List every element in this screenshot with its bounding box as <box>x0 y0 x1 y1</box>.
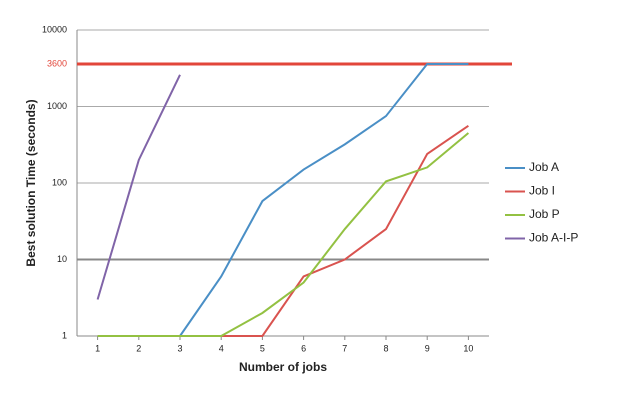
y-axis-title: Best solution Time (seconds) <box>24 99 38 266</box>
y-tick-label: 1 <box>62 330 67 340</box>
y-tick-label: 10000 <box>42 24 67 34</box>
y-tick-label: 1000 <box>47 101 67 111</box>
x-tick-label: 4 <box>219 343 224 353</box>
series-line <box>221 124 469 337</box>
x-tick-label: 7 <box>342 343 347 353</box>
series-line <box>96 74 181 300</box>
legend-label: Job I <box>529 184 555 198</box>
y-tick-label: 100 <box>52 177 67 187</box>
legend-label: Job A-I-P <box>529 231 578 245</box>
x-tick-label: 3 <box>177 343 182 353</box>
x-tick-label: 10 <box>463 343 473 353</box>
x-tick-label: 5 <box>260 343 265 353</box>
x-tick-label: 2 <box>136 343 141 353</box>
x-axis-title: Number of jobs <box>239 360 327 374</box>
series-line <box>97 132 470 337</box>
legend-label: Job A <box>529 160 559 174</box>
reference-label: 3600 <box>47 58 67 68</box>
x-tick-label: 1 <box>95 343 100 353</box>
x-tick-label: 6 <box>301 343 306 353</box>
legend-label: Job P <box>529 207 560 221</box>
y-tick-label: 10 <box>57 254 67 264</box>
series-line <box>179 62 469 337</box>
x-tick-label: 8 <box>383 343 388 353</box>
x-tick-label: 9 <box>425 343 430 353</box>
